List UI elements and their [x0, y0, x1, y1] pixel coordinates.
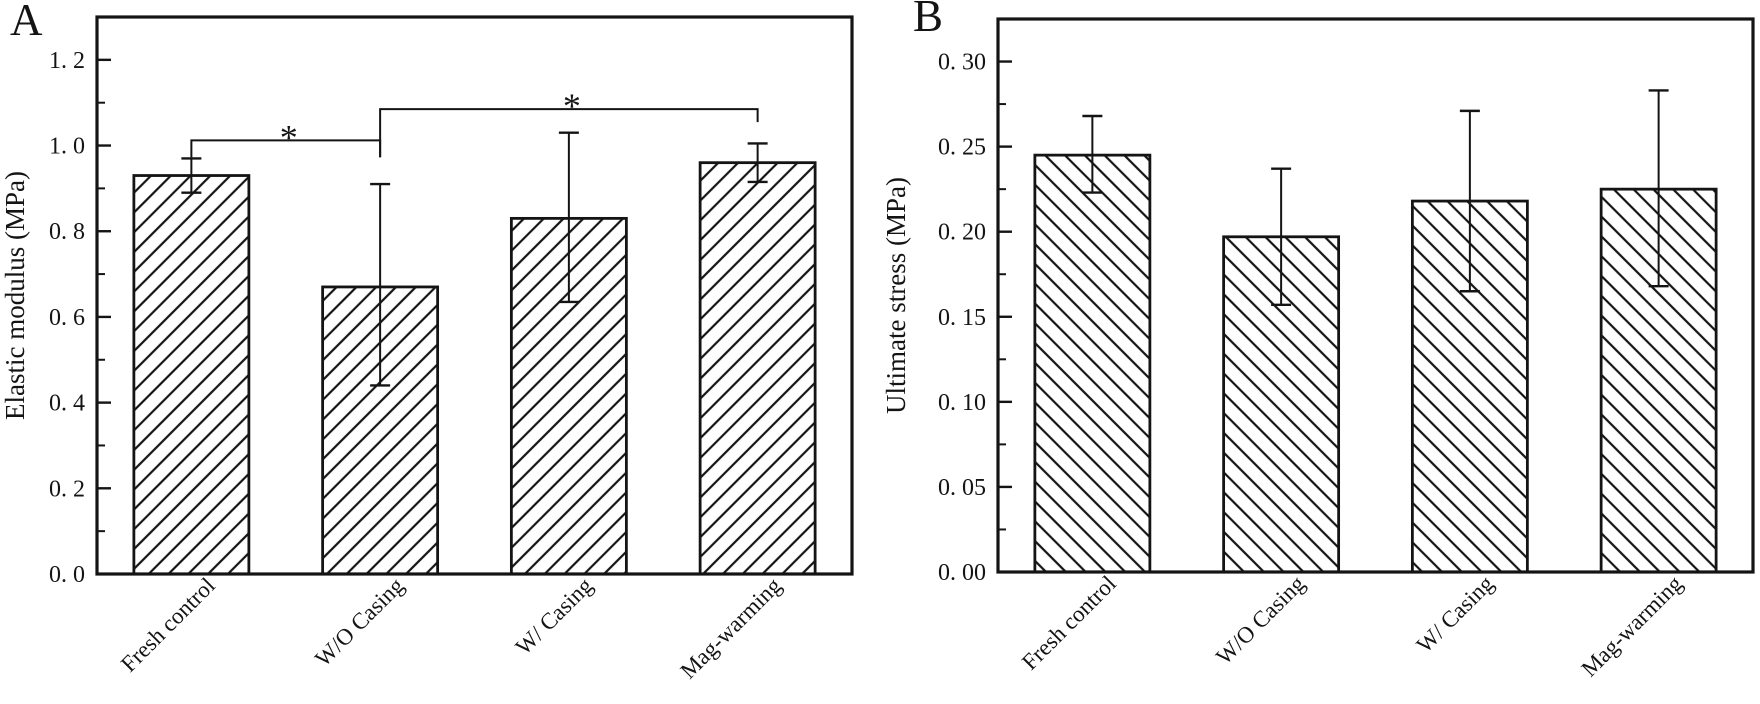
bar-fresh-control — [132, 174, 251, 576]
y-tick-label: 0. 8 — [49, 219, 85, 245]
x-category-label-w-casing: W/ Casing — [1412, 571, 1499, 658]
y-tick-label: 1. 0 — [49, 134, 85, 160]
y-tick-label: 0. 00 — [938, 560, 986, 586]
panel-letter-a: A — [10, 0, 43, 45]
ultimate-stress-chart: 0. 00 0. 05 0. 10 0. 15 0. 20 0. 25 0. 30 Fresh… — [881, 17, 1755, 682]
y-tick-label: 0. 6 — [49, 305, 85, 331]
plot-frame — [95, 15, 854, 576]
x-category-label-w-o-casing: W/O Casing — [1211, 571, 1310, 670]
significance-star: * — [563, 86, 581, 126]
significance-bracket — [379, 108, 759, 158]
panel-letter-b: B — [913, 0, 944, 41]
y-axis-title: Ultimate stress (MPa) — [881, 177, 911, 414]
x-category-label-fresh-control: Fresh control — [116, 573, 220, 677]
y-tick-label: 1. 2 — [49, 48, 85, 74]
significance-star: * — [280, 117, 298, 157]
y-tick-label: 0. 05 — [938, 475, 986, 501]
x-category-label-fresh-control: Fresh control — [1017, 571, 1121, 675]
y-tick-label: 0. 4 — [49, 391, 85, 417]
x-category-label-w-o-casing: W/O Casing — [310, 573, 409, 672]
y-tick-label: 0. 15 — [938, 305, 986, 331]
x-category-label-mag-warming: Mag-warming — [1576, 571, 1687, 682]
y-axis-title: Elastic modulus (MPa) — [0, 171, 30, 420]
bar-mag-warming — [698, 161, 817, 576]
y-tick-label: 0. 2 — [49, 476, 85, 502]
bar-fresh-control — [1033, 153, 1152, 574]
y-tick-label: 0. 0 — [49, 562, 85, 588]
plot-frame — [996, 17, 1755, 574]
y-tick-label: 0. 30 — [938, 50, 986, 76]
x-category-label-w-casing: W/ Casing — [511, 573, 598, 660]
y-tick-label: 0. 20 — [938, 220, 986, 246]
y-tick-label: 0. 25 — [938, 135, 986, 161]
y-tick-label: 0. 10 — [938, 390, 986, 416]
x-category-label-mag-warming: Mag-warming — [675, 573, 786, 684]
elastic-modulus-chart: 0. 0 0. 2 0. 4 0. 6 0. 8 1. 0 1. 2 Fresh contro… — [0, 15, 854, 684]
